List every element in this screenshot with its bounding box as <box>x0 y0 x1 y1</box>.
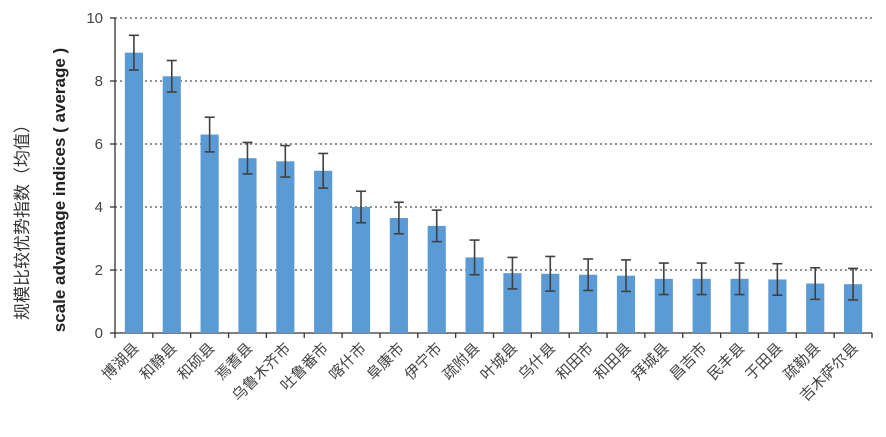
x-category-label: 和静县 <box>136 339 181 384</box>
x-category-label: 和硕县 <box>174 339 219 384</box>
error-bar <box>545 255 556 292</box>
error-bar <box>318 152 329 189</box>
x-category-label: 于田县 <box>742 339 787 384</box>
x-category-label: 喀什市 <box>325 339 370 384</box>
x-category-label: 博湖县 <box>98 339 143 384</box>
error-bar <box>696 262 707 296</box>
bar <box>200 134 219 333</box>
error-bar <box>810 266 821 301</box>
x-category-label: 昌吉市 <box>666 339 711 384</box>
error-bar <box>469 239 480 276</box>
bar <box>427 225 446 333</box>
y-axis-label-english: scale advantage indices ( average ) <box>50 48 69 332</box>
bar <box>351 207 371 333</box>
error-bar <box>620 259 631 293</box>
y-tick-label: 0 <box>95 325 103 342</box>
bar <box>806 283 825 333</box>
error-bar <box>128 34 139 71</box>
bar <box>541 273 560 333</box>
x-category-label: 拜城县 <box>628 339 673 384</box>
bar <box>768 279 787 333</box>
error-bar <box>166 59 177 93</box>
y-tick-labels: 0 2 4 6 8 10 <box>86 10 103 342</box>
bar <box>730 278 749 333</box>
error-bar <box>356 190 367 224</box>
error-bar <box>242 141 253 175</box>
error-bar <box>280 144 291 178</box>
error-bar <box>772 262 783 297</box>
x-category-label: 叶城县 <box>477 339 522 384</box>
error-bar <box>658 262 669 296</box>
x-category-label: 伊宁市 <box>401 339 446 384</box>
x-category-label: 和田县 <box>590 339 635 384</box>
x-category-label: 疏附县 <box>439 339 484 384</box>
error-bar <box>393 201 404 235</box>
bar <box>465 257 484 333</box>
error-bar <box>734 262 745 296</box>
bar <box>654 278 673 333</box>
x-category-label: 和田市 <box>552 339 597 384</box>
y-tick-label: 10 <box>86 10 103 27</box>
bar <box>238 158 257 333</box>
x-category-label: 乌什县 <box>515 339 560 384</box>
bars <box>124 52 863 334</box>
bar <box>162 76 181 334</box>
bar <box>389 218 408 333</box>
axes <box>110 17 873 338</box>
x-category-label: 民丰县 <box>704 339 749 384</box>
y-axis-label-chinese: 规模比较优势指数（均值） <box>13 116 33 320</box>
bar <box>314 170 333 333</box>
bar <box>616 275 636 333</box>
x-tick-labels: 博湖县和静县和硕县焉耆县乌鲁木齐市吐鲁番市喀什市阜康市伊宁市疏附县叶城县乌什县和… <box>98 339 862 405</box>
y-tick-label: 8 <box>95 73 103 90</box>
bar <box>579 274 598 333</box>
error-bar <box>431 209 442 243</box>
bar <box>692 278 711 333</box>
bar <box>843 284 863 333</box>
gridlines <box>115 17 872 271</box>
error-bar <box>583 258 594 292</box>
bar <box>276 161 295 333</box>
error-bar <box>507 256 518 290</box>
error-bars <box>128 34 859 301</box>
y-tick-label: 2 <box>95 262 103 279</box>
error-bar <box>204 116 215 153</box>
error-bar <box>848 267 859 301</box>
y-tick-label: 6 <box>95 136 103 153</box>
y-tick-label: 4 <box>95 199 103 216</box>
bar <box>124 52 144 334</box>
x-category-label: 阜康市 <box>363 339 408 384</box>
